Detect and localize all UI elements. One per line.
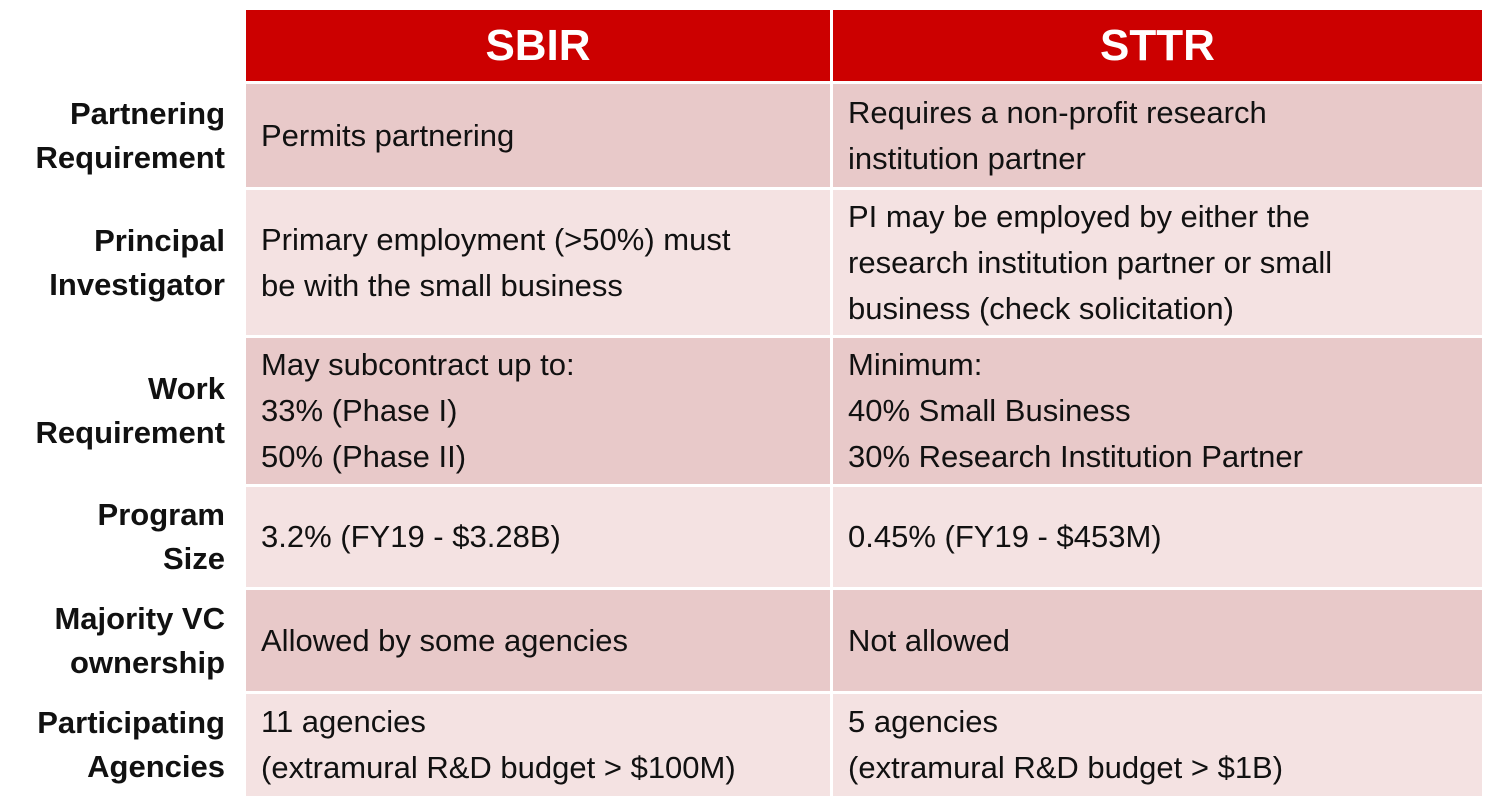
table-row-participating-agencies: Participating Agencies 11 agencies (extr…: [0, 694, 1488, 799]
header-sbir: SBIR: [246, 10, 833, 84]
sttr-cell: Requires a non-profit research instituti…: [833, 84, 1485, 190]
sttr-cell: 5 agencies (extramural R&D budget > $1B): [833, 694, 1485, 799]
row-label: Principal Investigator: [0, 190, 246, 338]
table-row-partnering: Partnering Requirement Permits partnerin…: [0, 84, 1488, 190]
sbir-cell: May subcontract up to: 33% (Phase I) 50%…: [246, 338, 833, 487]
sttr-cell-text: Minimum: 40% Small Business 30% Research…: [848, 347, 1303, 474]
table-row-work-requirement: Work Requirement May subcontract up to: …: [0, 338, 1488, 487]
sttr-cell: Minimum: 40% Small Business 30% Research…: [833, 338, 1485, 487]
row-label: Program Size: [0, 487, 246, 590]
header-corner: [0, 10, 246, 84]
table-row-principal-investigator: Principal Investigator Primary employmen…: [0, 190, 1488, 338]
sbir-cell: Permits partnering: [246, 84, 833, 190]
row-label: Work Requirement: [0, 338, 246, 487]
row-label-text: Majority VC ownership: [54, 600, 225, 680]
header-sbir-label: SBIR: [485, 20, 591, 70]
row-label-text: Partnering Requirement: [35, 95, 225, 175]
row-label-text: Work Requirement: [35, 371, 225, 450]
row-label-text: Participating Agencies: [37, 705, 225, 784]
row-label-text: Program Size: [97, 497, 225, 576]
sbir-cell: Allowed by some agencies: [246, 590, 833, 694]
sbir-cell-text: 3.2% (FY19 - $3.28B): [261, 519, 561, 554]
table-row-majority-vc: Majority VC ownership Allowed by some ag…: [0, 590, 1488, 694]
row-label-text: Principal Investigator: [49, 222, 225, 302]
sbir-cell-text: May subcontract up to: 33% (Phase I) 50%…: [261, 347, 575, 474]
sbir-cell: 11 agencies (extramural R&D budget > $10…: [246, 694, 833, 799]
sbir-cell-text: Primary employment (>50%) must be with t…: [261, 221, 731, 303]
sbir-cell-text: Permits partnering: [261, 117, 515, 153]
row-label: Majority VC ownership: [0, 590, 246, 694]
sttr-cell-text: Requires a non-profit research instituti…: [848, 94, 1267, 176]
header-sttr-label: STTR: [1100, 20, 1215, 70]
row-label: Partnering Requirement: [0, 84, 246, 190]
row-label: Participating Agencies: [0, 694, 246, 799]
sttr-cell: Not allowed: [833, 590, 1485, 694]
sbir-cell-text: Allowed by some agencies: [261, 622, 629, 658]
sbir-cell: Primary employment (>50%) must be with t…: [246, 190, 833, 338]
header-sttr: STTR: [833, 10, 1485, 84]
sttr-cell-text: PI may be employed by either the researc…: [848, 198, 1333, 326]
sbir-cell: 3.2% (FY19 - $3.28B): [246, 487, 833, 590]
sttr-cell: 0.45% (FY19 - $453M): [833, 487, 1485, 590]
sttr-cell-text: Not allowed: [848, 622, 1010, 658]
sttr-cell-text: 5 agencies (extramural R&D budget > $1B): [848, 704, 1284, 785]
sttr-cell-text: 0.45% (FY19 - $453M): [848, 519, 1162, 554]
sttr-cell: PI may be employed by either the researc…: [833, 190, 1485, 338]
table-row-program-size: Program Size 3.2% (FY19 - $3.28B) 0.45% …: [0, 487, 1488, 590]
header-row: SBIR STTR: [0, 10, 1488, 84]
sbir-cell-text: 11 agencies (extramural R&D budget > $10…: [261, 704, 736, 785]
